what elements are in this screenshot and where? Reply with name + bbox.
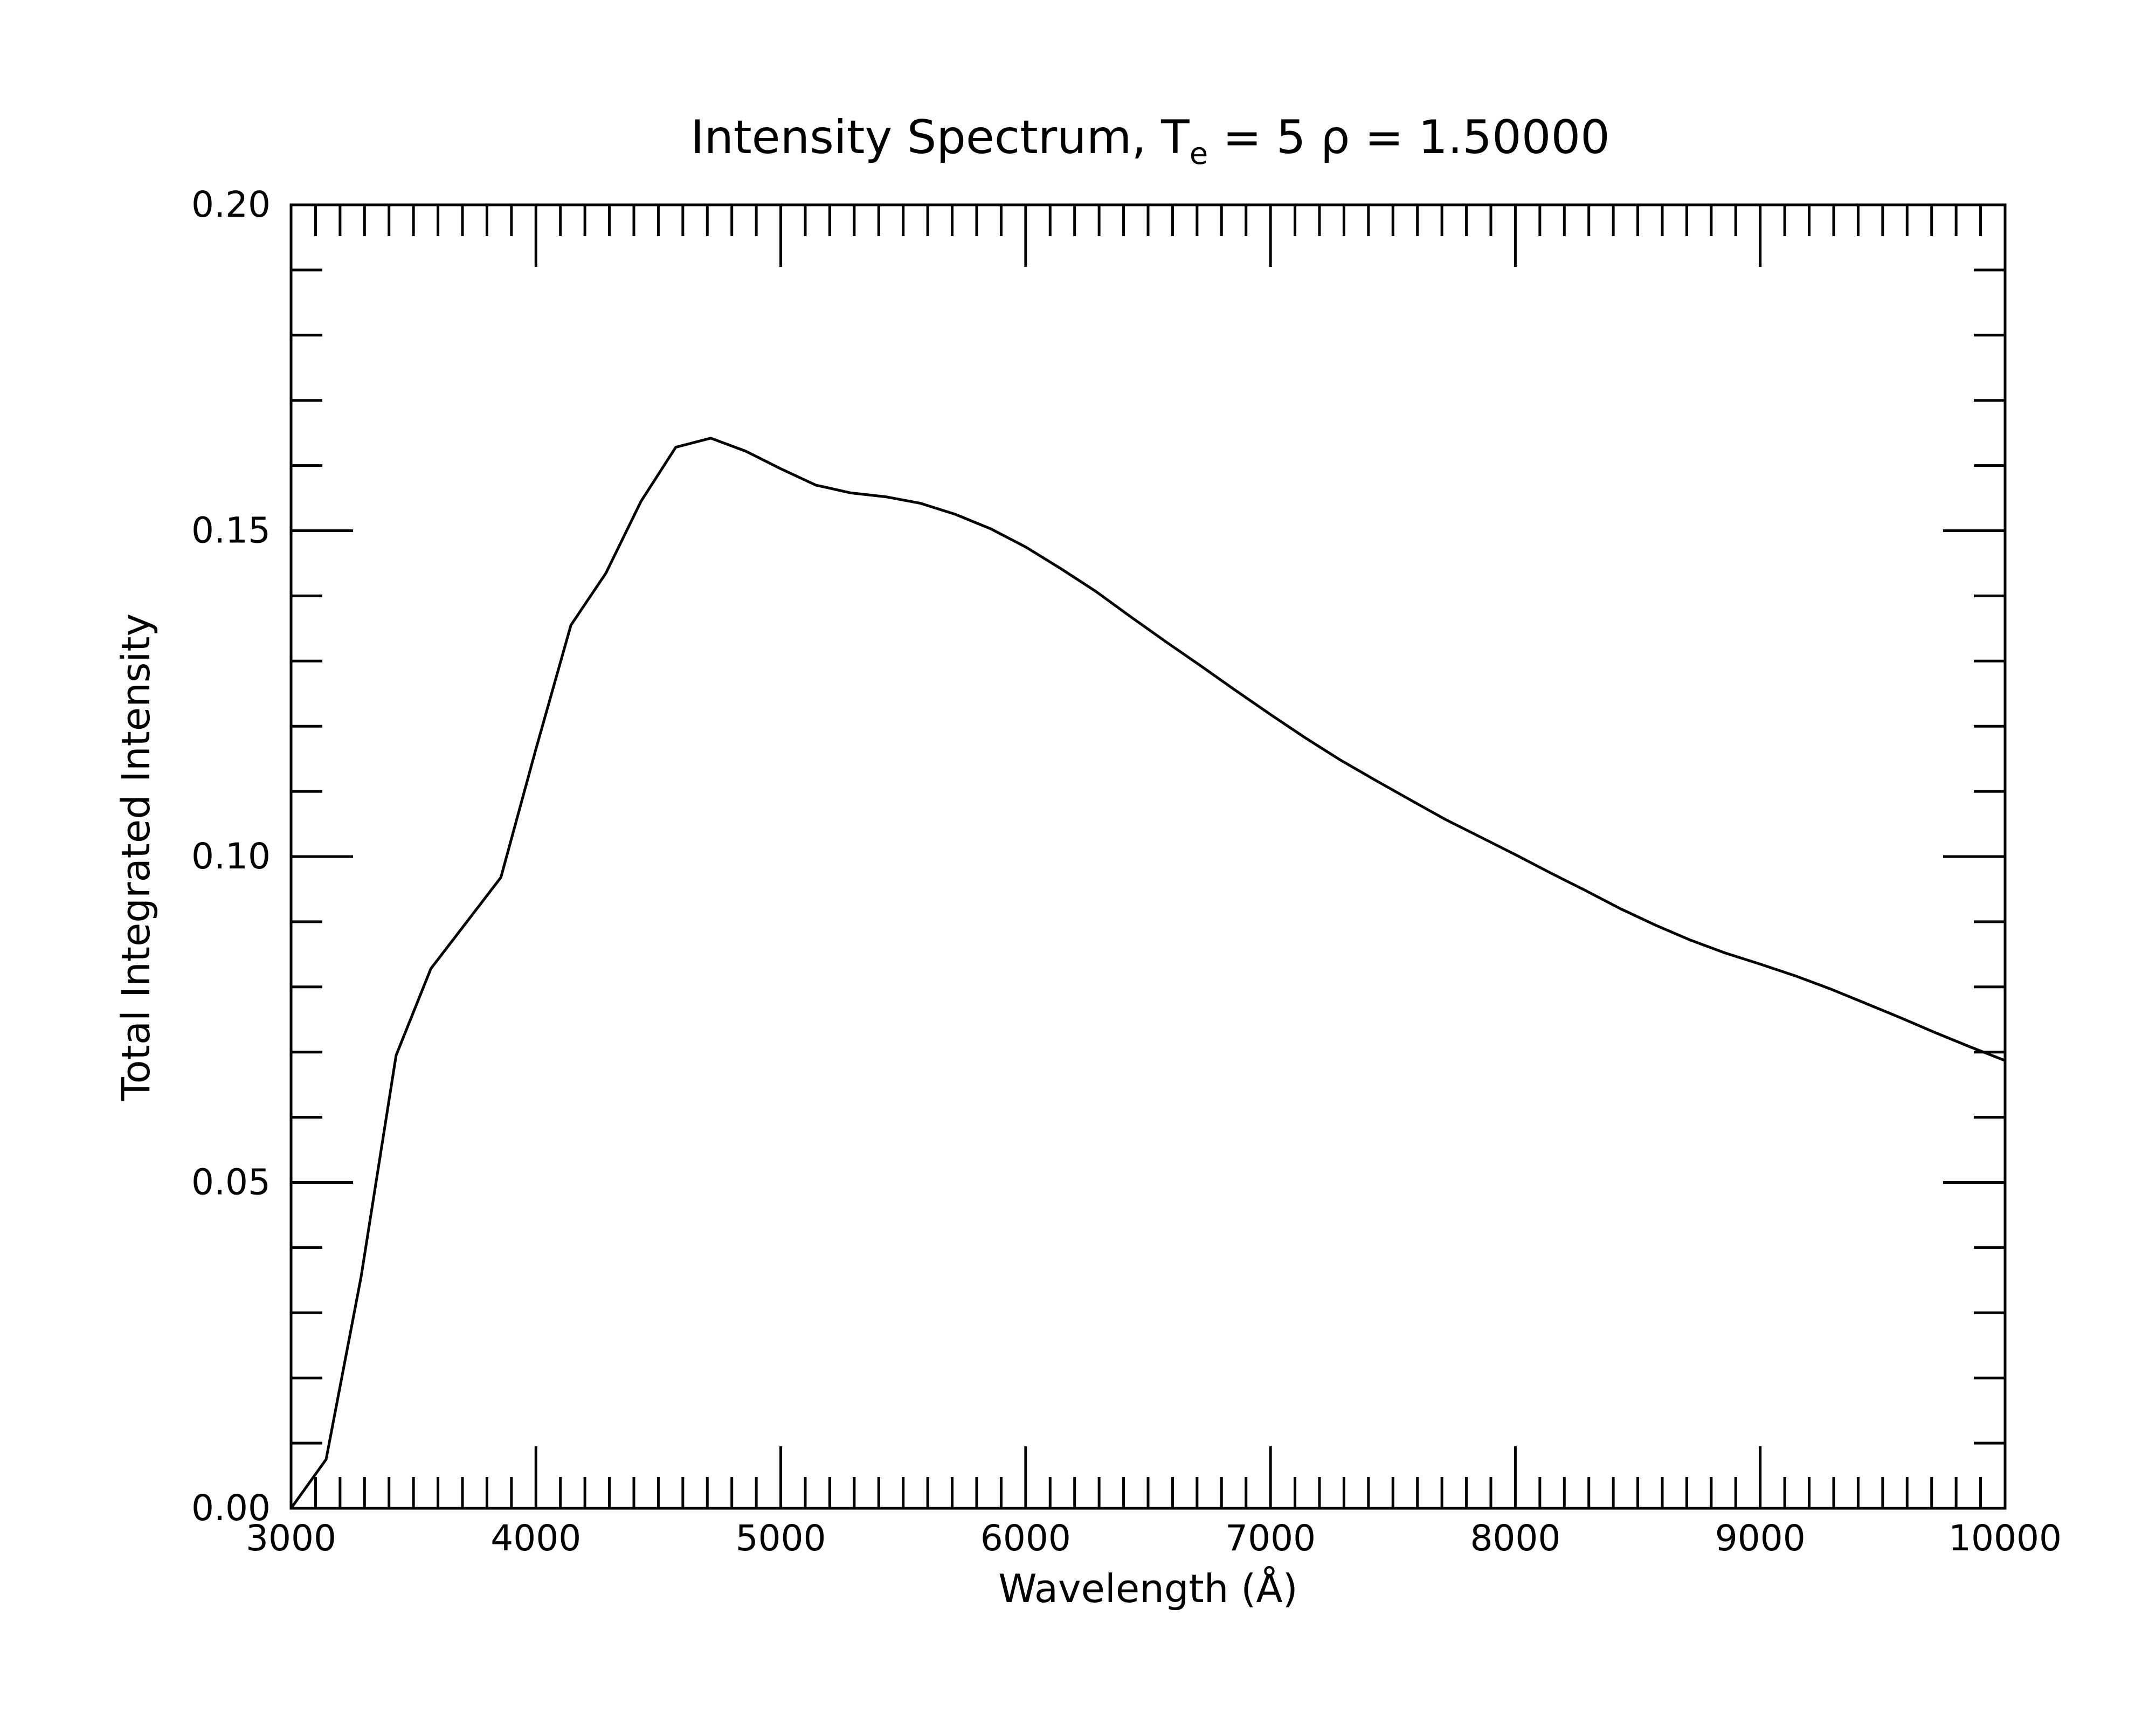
x-tick-label: 3000 [246,1517,336,1559]
spectrum-point [640,500,642,503]
spectrum-point [324,1458,327,1461]
spectrum-point [1444,818,1447,821]
spectrum-point [1864,1002,1867,1005]
spectrum-point [535,748,537,750]
spectrum-point [779,467,782,470]
plot-frame [289,203,2007,1510]
spectrum-point [1514,853,1517,856]
spectrum-point [1199,664,1202,667]
spectrum-point [849,492,852,494]
x-tick-label: 8000 [1470,1517,1560,1559]
spectrum-point [1234,689,1237,692]
spectrum-point [465,922,467,924]
spectrum-point [570,624,572,626]
spectrum-point [500,876,502,879]
x-tick-label: 4000 [490,1517,581,1559]
y-axis-label: Total Integrated Intensity [113,613,158,1101]
x-axis-label: Wavelength (Å) [998,1566,1297,1611]
spectrum-point [1409,798,1412,801]
spectrum-point [1794,975,1796,977]
spectrum-point [1689,939,1691,941]
spectrum-point [1479,836,1482,838]
spectrum-point [1829,988,1832,990]
spectrum-point [1619,907,1622,910]
spectrum-point [1759,963,1761,965]
spectrum-point [1304,736,1307,739]
spectrum-point [954,513,957,516]
spectrum-point [814,484,817,486]
spectrum-point [395,1054,397,1057]
spectrum-point [1164,640,1167,643]
spectrum-point [1724,951,1726,954]
spectrum-point [884,495,887,498]
spectrum-point [360,1275,362,1278]
x-tick-label: 6000 [980,1517,1071,1559]
x-tick-label: 9000 [1715,1517,1806,1559]
x-tick-label: 10000 [1948,1517,2062,1559]
spectrum-point [1549,872,1552,874]
spectrum-point [1339,759,1342,762]
spectrum-point [1584,889,1587,892]
axis-ticks [291,205,2005,1508]
x-tick-label: 5000 [736,1517,826,1559]
y-tick-label: 0.20 [191,184,271,225]
chart-title: Intensity Spectrum, Te = 5 ρ = 1.50000 [690,111,1610,171]
y-tick-label: 0.10 [191,836,271,877]
chart-title-subscript: e [1190,136,1208,171]
spectrum-point [744,450,747,453]
spectrum-point [1969,1046,1972,1048]
spectrum-point [430,967,432,970]
spectrum-point [1654,923,1656,926]
y-tick-label: 0.00 [191,1487,271,1529]
spectrum-point [674,446,677,448]
y-tick-label: 0.15 [191,510,271,551]
spectrum-point [1374,779,1377,782]
spectrum-point [605,572,607,575]
axis-tick-labels: 3000 4000 5000 6000 7000 8000 9000 10000 0.00 0.0… [191,184,2062,1559]
spectrum-point [1059,567,1062,570]
spectrum-point [1024,546,1027,548]
spectrum-point [709,437,712,439]
series-layer [289,437,2006,1509]
spectrum-line [289,437,2006,1509]
spectrum-point [1094,590,1097,592]
spectrum-point [1129,616,1132,618]
spectrum-point [1934,1031,1937,1034]
chart-title-prefix: Intensity Spectrum, T [690,111,1190,164]
spectrum-point [1269,713,1272,716]
y-tick-label: 0.05 [191,1162,271,1203]
spectrum-point [919,502,922,505]
x-tick-label: 7000 [1225,1517,1316,1559]
spectrum-point [1899,1016,1902,1019]
chart-title-suffix: = 5 ρ = 1.50000 [1208,111,1610,164]
spectrum-point [989,527,992,530]
